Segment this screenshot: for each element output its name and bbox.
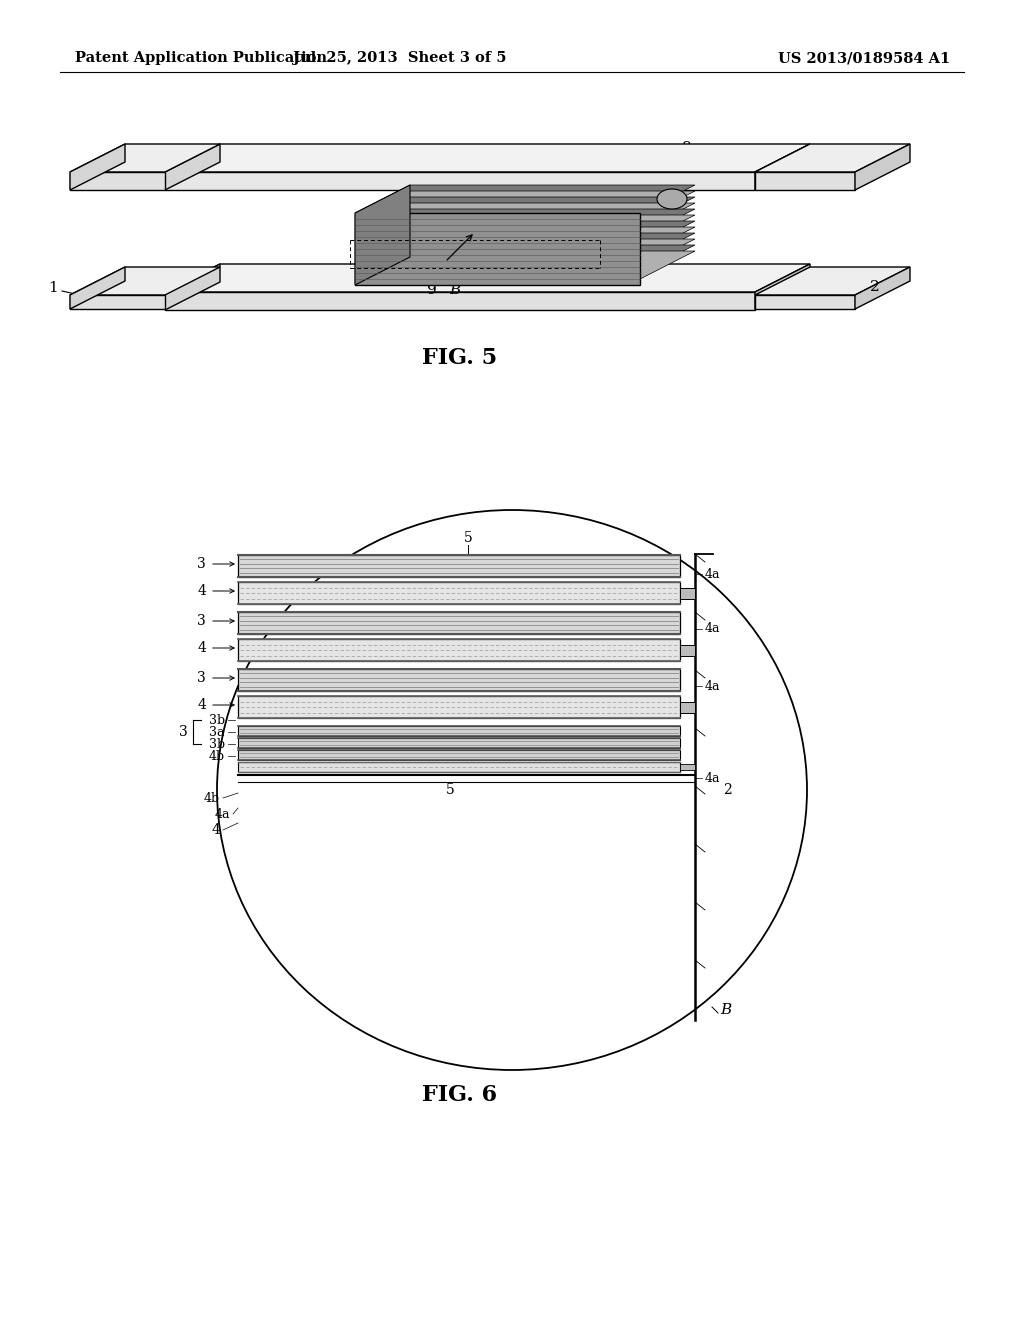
Text: 4a: 4a: [705, 680, 721, 693]
Text: B: B: [720, 1003, 731, 1016]
Text: 4b: 4b: [209, 750, 225, 763]
Text: 4a: 4a: [705, 623, 721, 635]
Bar: [238, 669, 680, 690]
Polygon shape: [70, 144, 125, 190]
Text: 4: 4: [198, 642, 206, 655]
Text: 4a: 4a: [214, 808, 230, 821]
Text: 2: 2: [870, 280, 880, 294]
Ellipse shape: [217, 510, 807, 1071]
Polygon shape: [355, 197, 695, 224]
Text: 4: 4: [211, 822, 220, 837]
Polygon shape: [355, 215, 695, 243]
Text: 8: 8: [682, 141, 691, 154]
Polygon shape: [70, 144, 220, 172]
Polygon shape: [355, 234, 695, 261]
Polygon shape: [355, 213, 640, 285]
Polygon shape: [355, 227, 695, 255]
Polygon shape: [165, 144, 810, 172]
Text: 4b: 4b: [204, 792, 220, 804]
Text: 5: 5: [445, 783, 455, 797]
Polygon shape: [755, 267, 910, 294]
Polygon shape: [165, 264, 810, 292]
Polygon shape: [355, 203, 695, 231]
Text: 2: 2: [723, 783, 732, 797]
Text: 3a: 3a: [210, 726, 225, 738]
Polygon shape: [855, 144, 910, 190]
Text: 1: 1: [48, 281, 58, 294]
Text: 3: 3: [198, 671, 206, 685]
Bar: [238, 762, 680, 772]
Text: 4a: 4a: [705, 771, 721, 784]
Polygon shape: [165, 292, 755, 310]
Text: 4: 4: [198, 583, 206, 598]
Bar: [238, 554, 680, 577]
Text: 3: 3: [198, 557, 206, 572]
Polygon shape: [755, 172, 855, 190]
Bar: [680, 644, 695, 656]
Bar: [238, 582, 680, 605]
Polygon shape: [165, 264, 220, 310]
Polygon shape: [165, 172, 755, 190]
Polygon shape: [755, 144, 810, 190]
Text: 3: 3: [198, 614, 206, 628]
Text: Jul. 25, 2013  Sheet 3 of 5: Jul. 25, 2013 Sheet 3 of 5: [293, 51, 507, 65]
Bar: [238, 612, 680, 634]
Text: 3b: 3b: [209, 714, 225, 726]
Polygon shape: [755, 264, 810, 310]
Polygon shape: [70, 267, 125, 309]
Bar: [238, 726, 680, 737]
Polygon shape: [355, 239, 695, 267]
Polygon shape: [355, 251, 695, 279]
Bar: [680, 587, 695, 598]
Text: FIG. 5: FIG. 5: [423, 347, 498, 370]
Bar: [238, 738, 680, 748]
Bar: [238, 750, 680, 760]
Ellipse shape: [657, 189, 687, 209]
Polygon shape: [70, 267, 220, 294]
Polygon shape: [755, 294, 855, 309]
Bar: [680, 701, 695, 713]
Bar: [680, 764, 695, 770]
Text: FIG. 6: FIG. 6: [423, 1084, 498, 1106]
Bar: [238, 696, 680, 718]
Polygon shape: [355, 185, 410, 285]
Text: 3: 3: [179, 725, 188, 739]
Polygon shape: [355, 209, 695, 238]
Text: 3b: 3b: [209, 738, 225, 751]
Text: 9: 9: [427, 282, 437, 297]
Polygon shape: [70, 172, 165, 190]
Text: 5: 5: [464, 531, 472, 545]
Text: B: B: [450, 282, 461, 297]
Polygon shape: [755, 144, 910, 172]
Polygon shape: [855, 267, 910, 309]
Text: 4a: 4a: [705, 568, 721, 581]
Polygon shape: [355, 220, 695, 249]
Polygon shape: [165, 144, 220, 190]
Text: US 2013/0189584 A1: US 2013/0189584 A1: [778, 51, 950, 65]
Polygon shape: [70, 294, 165, 309]
Polygon shape: [355, 185, 695, 213]
Text: Patent Application Publication: Patent Application Publication: [75, 51, 327, 65]
Polygon shape: [355, 246, 695, 273]
Bar: [238, 639, 680, 661]
Text: 4: 4: [198, 698, 206, 711]
Polygon shape: [355, 191, 695, 219]
